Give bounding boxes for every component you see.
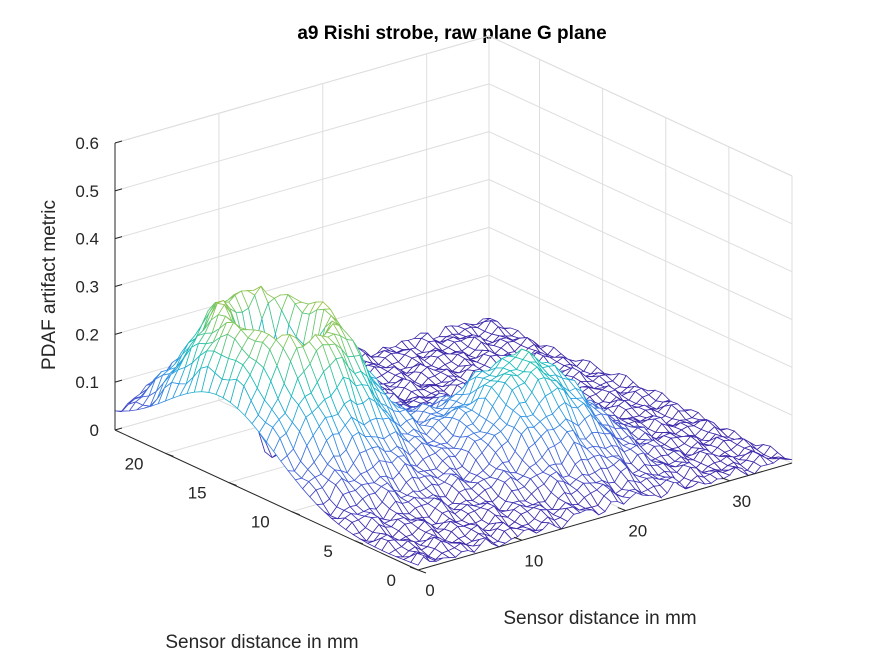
- y-tick-label: 0: [387, 571, 396, 590]
- gridline: [114, 179, 490, 287]
- z-tick: [114, 427, 123, 431]
- x-tick-label: 20: [628, 522, 647, 541]
- x-tick-label: 0: [425, 581, 434, 600]
- x-tick: [513, 536, 523, 541]
- y-tick: [291, 511, 300, 516]
- y-tick-label: 5: [323, 542, 332, 561]
- z-tick: [114, 188, 123, 192]
- gridline: [488, 83, 793, 225]
- z-tick-label: 0.3: [75, 278, 99, 297]
- gridline: [114, 226, 490, 335]
- mesh-cell: [410, 552, 425, 566]
- box-edge: [488, 35, 793, 177]
- z-tick-label: 0.1: [75, 373, 99, 392]
- x-tick-label: 10: [524, 551, 543, 570]
- gridline: [488, 131, 793, 273]
- z-axis-label: PDAF artifact metric: [39, 200, 60, 370]
- y-tick-label: 10: [251, 513, 270, 532]
- z-tick: [114, 236, 123, 240]
- box-edge: [114, 35, 490, 144]
- x-tick: [617, 507, 626, 512]
- y-tick-label: 15: [188, 484, 207, 503]
- y-tick-label: 20: [125, 454, 144, 473]
- z-tick-label: 0.2: [75, 325, 99, 344]
- gridline: [114, 131, 490, 240]
- z-tick-label: 0.6: [75, 134, 99, 153]
- chart-title: a9 Rishi strobe, raw plane G plane: [297, 23, 606, 44]
- axes-layer: 0 0.1 0.2 0.3 0.4 0.5 0.6 0 5 10 15 20 0 10 20 30: [75, 134, 793, 600]
- x-tick: [721, 477, 730, 482]
- y-tick: [228, 482, 237, 486]
- z-tick-label: 0: [90, 421, 99, 440]
- y-tick: [417, 569, 427, 574]
- z-tick: [114, 379, 123, 383]
- x-tick: [409, 566, 419, 571]
- y-tick: [354, 540, 364, 545]
- z-tick-label: 0.4: [75, 230, 99, 249]
- x-tick-label: 30: [732, 492, 751, 511]
- y-axis-label: Sensor distance in mm: [165, 632, 358, 653]
- x-axis-label: Sensor distance in mm: [503, 608, 696, 629]
- gridline: [488, 274, 793, 416]
- gridline: [114, 83, 490, 192]
- z-tick: [114, 140, 123, 144]
- y-tick: [165, 452, 174, 457]
- gridline: [488, 179, 793, 320]
- gridline: [488, 226, 793, 368]
- z-tick: [114, 331, 123, 335]
- surface-mesh: [114, 285, 793, 566]
- z-tick-label: 0.5: [75, 182, 99, 201]
- z-tick: [114, 284, 123, 287]
